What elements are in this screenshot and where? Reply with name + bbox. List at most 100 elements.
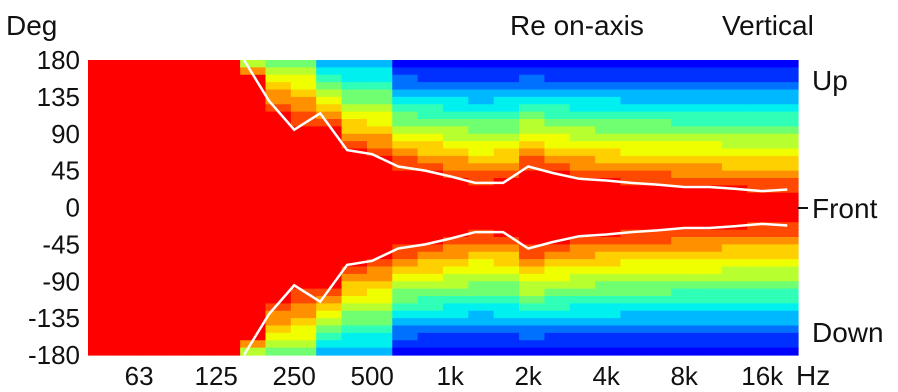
heatmap-cell (366, 214, 393, 223)
heatmap-cell (569, 96, 596, 105)
heatmap-cell (468, 288, 495, 297)
heatmap-cell (392, 281, 419, 290)
heatmap-cell (595, 96, 622, 105)
heatmap-cell (366, 207, 393, 216)
heatmap-cell (519, 303, 546, 312)
heatmap-cell (240, 325, 267, 334)
heatmap-cell (138, 74, 165, 83)
heatmap-cell (671, 303, 698, 312)
heatmap-cell (493, 325, 520, 334)
heatmap-cell (595, 126, 622, 135)
heatmap-cell (189, 266, 216, 275)
heatmap-cell (645, 237, 672, 245)
heatmap-cell (620, 214, 647, 223)
heatmap-cell (366, 266, 393, 275)
heatmap-cell (341, 155, 368, 164)
heatmap-cell (468, 266, 495, 275)
heatmap-cell (316, 325, 343, 334)
heatmap-cell (138, 178, 165, 186)
heatmap-cell (290, 82, 317, 91)
heatmap-cell (620, 200, 647, 209)
heatmap-cell (240, 266, 267, 275)
heatmap-cell (214, 214, 241, 223)
heatmap-cell (620, 310, 647, 319)
heatmap-cell (341, 325, 368, 334)
heatmap-cell (316, 237, 343, 245)
heatmap-cell (645, 214, 672, 223)
heatmap-cell (620, 89, 647, 98)
heatmap-cell (417, 340, 444, 349)
heatmap-cell (88, 251, 114, 260)
heatmap-cell (392, 89, 419, 98)
heatmap-cell (88, 74, 114, 83)
heatmap-cell (265, 60, 292, 68)
heatmap-cell (519, 178, 546, 186)
heatmap-cell (468, 303, 495, 312)
heatmap-cell (290, 185, 317, 194)
heatmap-cell (671, 214, 698, 223)
heatmap-cell (265, 178, 292, 186)
heatmap-cell (468, 229, 495, 238)
heatmap-cell (721, 244, 748, 253)
heatmap-cell (240, 111, 267, 120)
heatmap-cell (265, 310, 292, 319)
heatmap-cell (493, 340, 520, 349)
heatmap-cell (772, 318, 799, 327)
heatmap-cell (113, 347, 140, 356)
heatmap-cell (645, 259, 672, 268)
heatmap-cell (290, 67, 317, 76)
heatmap-cell (747, 273, 774, 282)
heatmap-cell (772, 67, 799, 76)
heatmap-cell (620, 244, 647, 253)
heatmap-cell (290, 155, 317, 164)
heatmap-cell (290, 133, 317, 142)
heatmap-cell (265, 141, 292, 150)
heatmap-cell (696, 185, 723, 194)
heatmap-cell (113, 192, 140, 201)
heatmap-cell (468, 237, 495, 245)
heatmap-cell (88, 96, 114, 105)
heatmap-cell (544, 178, 571, 186)
heatmap-cell (214, 192, 241, 201)
heatmap-cell (544, 318, 571, 327)
heatmap-cell (316, 207, 343, 216)
heatmap-cell (721, 237, 748, 245)
heatmap-cell (392, 266, 419, 275)
heatmap-cell (214, 148, 241, 157)
heatmap-cell (696, 214, 723, 223)
heatmap-cell (620, 237, 647, 245)
heatmap-cell (620, 288, 647, 297)
heatmap-cell (138, 185, 165, 194)
heatmap-cell (164, 310, 191, 319)
heatmap-cell (569, 310, 596, 319)
heatmap-cell (341, 288, 368, 297)
heatmap-cell (392, 296, 419, 304)
heatmap-cell (443, 200, 469, 209)
heatmap-cell (341, 111, 368, 120)
heatmap-cell (392, 229, 419, 238)
heatmap-cell (138, 192, 165, 201)
direction-down-label: Down (812, 317, 884, 348)
heatmap-cell (569, 296, 596, 304)
heatmap-cell (493, 259, 520, 268)
y-tick-label: -90 (42, 266, 80, 296)
heatmap-cell (164, 244, 191, 253)
heatmap-cell (113, 74, 140, 83)
heatmap-cell (671, 141, 698, 150)
heatmap-cell (138, 273, 165, 282)
heatmap-cell (341, 74, 368, 83)
heatmap-cell (493, 170, 520, 179)
heatmap-cell (443, 347, 469, 356)
heatmap-cell (214, 347, 241, 356)
heatmap-cell (417, 281, 444, 290)
x-tick-label: 1k (436, 361, 464, 391)
heatmap-cell (316, 104, 343, 113)
heatmap-cell (265, 74, 292, 83)
heatmap-cell (721, 310, 748, 319)
heatmap-cell (519, 82, 546, 91)
heatmap-cell (519, 222, 546, 231)
heatmap-cell (772, 133, 799, 142)
heatmap-cell (544, 207, 571, 216)
heatmap-cell (519, 74, 546, 83)
heatmap-cell (772, 266, 799, 275)
